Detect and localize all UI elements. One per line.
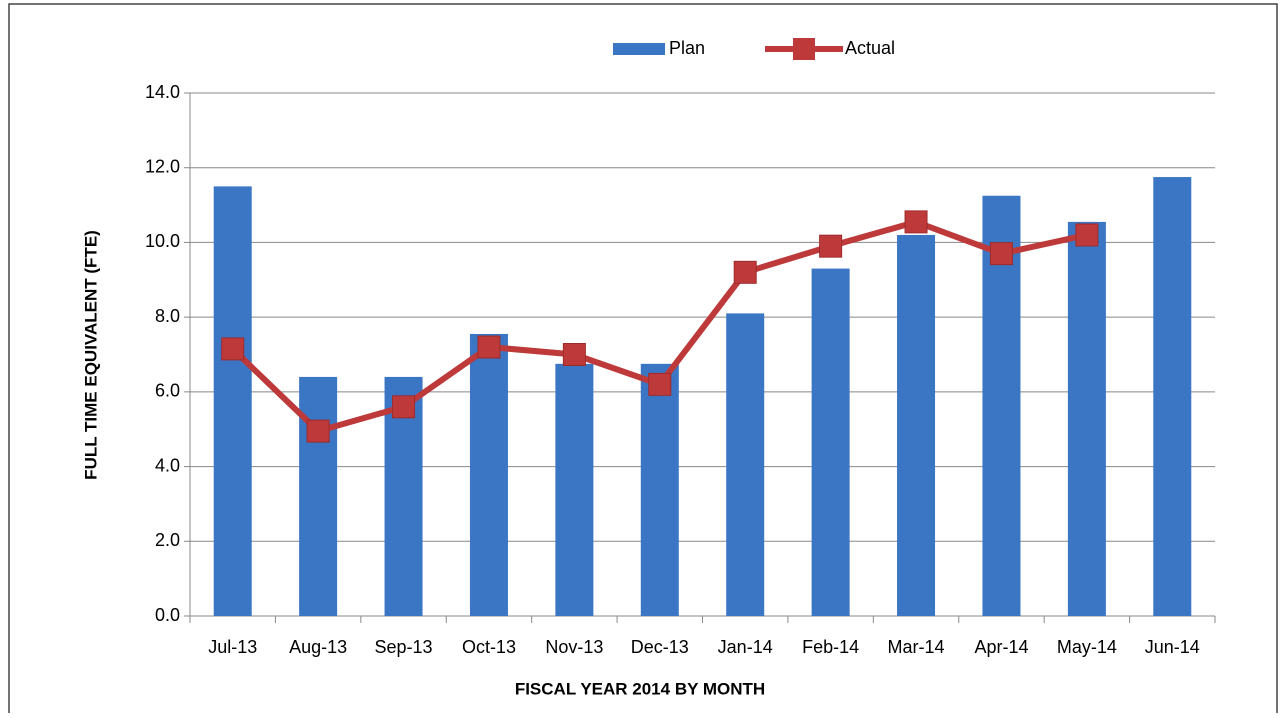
bar	[1067, 221, 1106, 616]
x-tick-label: Jan-14	[718, 637, 773, 657]
x-tick-label: Jun-14	[1145, 637, 1200, 657]
x-tick-label: Apr-14	[974, 637, 1028, 657]
x-tick-label: Nov-13	[545, 637, 603, 657]
bar	[469, 333, 508, 616]
line-marker	[989, 242, 1013, 266]
y-tick-label: 14.0	[145, 82, 180, 102]
y-tick-label: 4.0	[155, 455, 180, 475]
bar	[213, 186, 252, 616]
legend-label: Actual	[845, 38, 895, 58]
y-tick-label: 8.0	[155, 306, 180, 326]
x-tick-label: Sep-13	[375, 637, 433, 657]
x-tick-label: Mar-14	[888, 637, 945, 657]
line-marker	[1075, 223, 1099, 247]
bar	[299, 376, 338, 616]
bar	[640, 363, 679, 616]
y-axis-title: FULL TIME EQUIVALENT (FTE)	[81, 230, 100, 480]
line-marker	[392, 395, 416, 419]
bar	[897, 234, 936, 616]
chart-frame	[8, 3, 1278, 718]
y-tick-label: 12.0	[145, 156, 180, 176]
y-tick-label: 10.0	[145, 231, 180, 251]
legend-label: Plan	[669, 38, 705, 58]
x-axis-title: FISCAL YEAR 2014 BY MONTH	[515, 679, 765, 698]
y-tick-label: 0.0	[155, 605, 180, 625]
y-tick-label: 2.0	[155, 530, 180, 550]
legend-marker	[793, 38, 815, 60]
x-tick-label: Oct-13	[462, 637, 516, 657]
bar	[811, 268, 850, 616]
x-tick-label: Dec-13	[631, 637, 689, 657]
line-marker	[904, 210, 928, 234]
x-tick-label: Aug-13	[289, 637, 347, 657]
x-tick-label: Feb-14	[802, 637, 859, 657]
x-tick-label: May-14	[1057, 637, 1117, 657]
line-marker	[477, 335, 501, 359]
line-marker	[819, 234, 843, 258]
x-tick-label: Jul-13	[208, 637, 257, 657]
y-tick-label: 6.0	[155, 381, 180, 401]
line-marker	[733, 260, 757, 284]
line-marker	[648, 372, 672, 396]
legend-swatch	[613, 43, 665, 55]
line-marker	[562, 343, 586, 366]
line-marker	[306, 419, 330, 443]
bar	[982, 195, 1021, 616]
bar	[555, 363, 594, 616]
bar	[726, 313, 765, 616]
bar	[1153, 177, 1192, 616]
line-marker	[221, 337, 245, 361]
